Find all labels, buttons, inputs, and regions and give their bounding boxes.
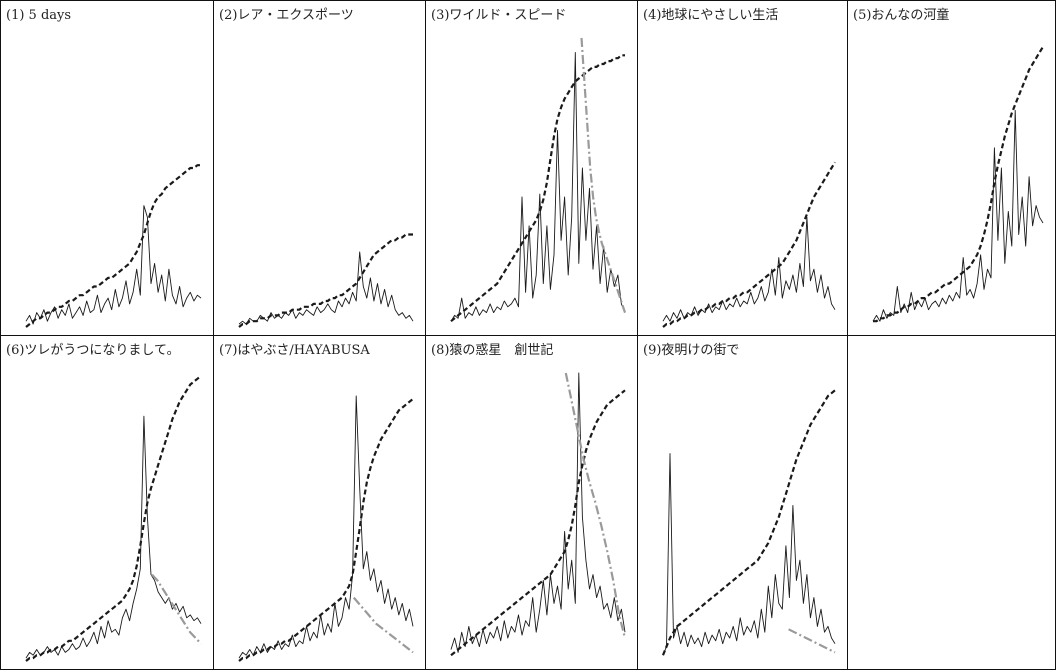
cumulative-series-line [662, 161, 836, 328]
chart-panel-3: (3)ワイルド・スピード [431, 8, 627, 323]
chart-panel-8: (8)猿の惑星 創世記 [431, 342, 627, 657]
decay-series-line [352, 596, 414, 654]
decay-series-line [564, 372, 627, 639]
panel-border [213, 335, 426, 670]
daily-series-line [25, 205, 202, 325]
chart-panel-2: (2)レア・エクスポーツ [219, 8, 414, 328]
panel-title: (8)猿の惑星 創世記 [431, 342, 553, 358]
decay-series-line [151, 573, 202, 645]
decay-series-line [788, 628, 836, 654]
cumulative-series-line [661, 389, 836, 656]
daily-series-line [662, 216, 836, 322]
panel-title: (3)ワイルド・スピード [431, 8, 566, 23]
daily-series-line [25, 415, 202, 659]
panel-title: (2)レア・エクスポーツ [219, 8, 354, 23]
daily-series-line [238, 395, 414, 659]
daily-series-line [872, 109, 1044, 322]
chart-panel-6: (6)ツレがうつになりまして。 [6, 343, 202, 662]
panel-border [0, 0, 214, 336]
daily-series-line [238, 251, 414, 325]
daily-series-line [450, 372, 626, 653]
chart-panel-9: (9)夜明けの街で [643, 343, 836, 656]
panel-title: (6)ツレがうつになりまして。 [6, 343, 180, 358]
cumulative-series-line [238, 398, 414, 662]
daily-series-line [662, 453, 836, 656]
daily-series-line [450, 52, 626, 322]
cumulative-series-line [450, 54, 625, 323]
cumulative-series-line [873, 46, 1044, 323]
panel-border [425, 0, 638, 336]
decay-series-line [580, 37, 627, 313]
panel-border [213, 0, 426, 336]
panel-title: (4)地球にやさしい生活 [643, 8, 778, 23]
panel-border [425, 335, 638, 670]
cumulative-series-line [238, 233, 413, 328]
chart-panel-5: (5)おんなの河童 [853, 7, 1044, 323]
panel-title: (9)夜明けの街で [643, 343, 739, 358]
panel-title: (1) 5 days [6, 8, 71, 23]
panel-border [847, 335, 1056, 670]
cumulative-series-line [25, 164, 201, 328]
chart-panel-4: (4)地球にやさしい生活 [643, 8, 836, 328]
panel-title: (7)はやぶさ/HAYABUSA [219, 343, 370, 358]
panel-title: (5)おんなの河童 [853, 7, 949, 23]
cumulative-series-line [25, 375, 202, 662]
panel-border [847, 0, 1056, 336]
cumulative-series-line [450, 389, 626, 657]
chart-panel-1: (1) 5 days [6, 8, 202, 328]
chart-panel-7: (7)はやぶさ/HAYABUSA [219, 343, 414, 662]
